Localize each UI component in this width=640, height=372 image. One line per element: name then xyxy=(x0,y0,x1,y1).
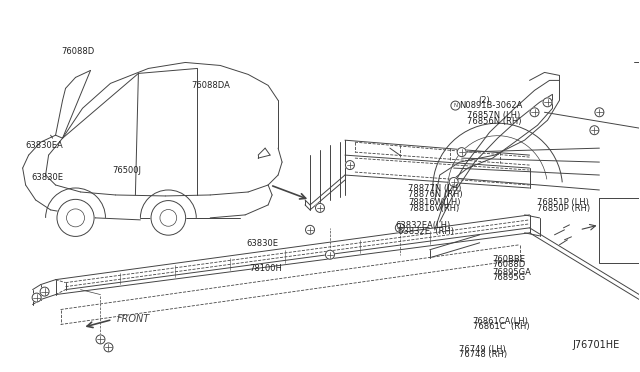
Circle shape xyxy=(396,223,404,232)
Text: 76850P (RH): 76850P (RH) xyxy=(537,204,590,213)
Text: 76861CA(LH): 76861CA(LH) xyxy=(472,317,528,326)
Circle shape xyxy=(451,101,460,110)
Circle shape xyxy=(590,126,599,135)
Text: N0891B-3062A: N0891B-3062A xyxy=(460,101,523,110)
Circle shape xyxy=(305,225,314,234)
Circle shape xyxy=(530,108,539,117)
Text: 76857N (LH): 76857N (LH) xyxy=(467,111,520,120)
Text: 76851P (LH): 76851P (LH) xyxy=(537,198,589,207)
Circle shape xyxy=(595,108,604,117)
Text: 63832EA(LH): 63832EA(LH) xyxy=(396,221,451,230)
Text: 76500J: 76500J xyxy=(113,166,141,174)
Text: 76088D: 76088D xyxy=(492,260,525,269)
Text: 76856N (RH): 76856N (RH) xyxy=(467,117,522,126)
Text: 76861C  (RH): 76861C (RH) xyxy=(473,322,530,331)
Text: 78816V(RH): 78816V(RH) xyxy=(408,204,460,213)
Text: 63830EA: 63830EA xyxy=(25,141,63,150)
Text: 78100H: 78100H xyxy=(250,264,283,273)
Text: 78876N (RH): 78876N (RH) xyxy=(408,190,463,199)
Text: 78816W(LH): 78816W(LH) xyxy=(408,198,461,207)
Text: 76088DA: 76088DA xyxy=(191,81,230,90)
Text: 760BBE: 760BBE xyxy=(492,254,525,263)
Text: N: N xyxy=(453,103,458,108)
Text: 76088D: 76088D xyxy=(61,47,95,56)
Circle shape xyxy=(346,161,355,170)
Text: 63832E  (RH): 63832E (RH) xyxy=(398,227,454,236)
Circle shape xyxy=(96,335,105,344)
Text: 78877N (LH): 78877N (LH) xyxy=(408,184,461,193)
Text: 76749 (LH): 76749 (LH) xyxy=(460,344,506,353)
Text: FRONT: FRONT xyxy=(116,314,150,324)
Text: (2): (2) xyxy=(478,96,490,105)
Text: 76748 (RH): 76748 (RH) xyxy=(460,350,508,359)
Text: 63830E: 63830E xyxy=(31,173,63,182)
Circle shape xyxy=(326,250,335,259)
Circle shape xyxy=(104,343,113,352)
Text: 76895G: 76895G xyxy=(492,273,525,282)
Text: J76701HE: J76701HE xyxy=(573,340,620,350)
Circle shape xyxy=(543,98,552,107)
Circle shape xyxy=(57,199,94,237)
Circle shape xyxy=(151,201,186,235)
Text: 63830E: 63830E xyxy=(246,239,278,248)
Circle shape xyxy=(457,148,466,157)
Text: 76895GA: 76895GA xyxy=(492,268,531,277)
Circle shape xyxy=(40,287,49,296)
Circle shape xyxy=(32,293,41,302)
Circle shape xyxy=(449,177,458,186)
Circle shape xyxy=(316,203,324,212)
